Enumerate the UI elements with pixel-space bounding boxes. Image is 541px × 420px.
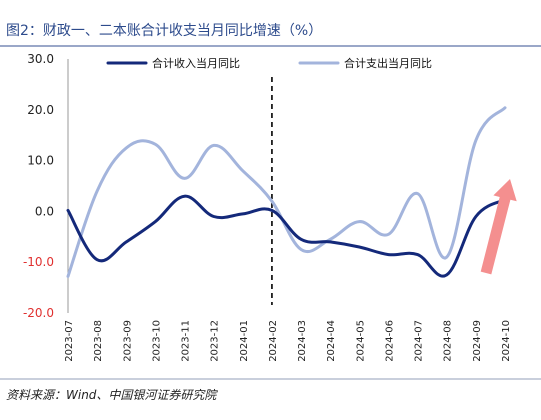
source-note: 资料来源：Wind、中国银河证券研究院 bbox=[6, 388, 217, 402]
x-tick-label: 2024-01 bbox=[239, 320, 250, 362]
expenditure-series-line bbox=[66, 106, 507, 278]
x-tick-label: 2024-06 bbox=[384, 320, 395, 362]
legend-expenditure-label: 合计支出当月同比 bbox=[344, 56, 432, 70]
x-tick-label: 2024-07 bbox=[414, 320, 425, 362]
x-tick-label: 2024-09 bbox=[472, 320, 483, 362]
footer-divider bbox=[0, 378, 541, 380]
x-tick-label: 2023-10 bbox=[151, 320, 162, 362]
x-tick-label: 2024-02 bbox=[268, 320, 279, 362]
x-tick-label: 2023-09 bbox=[122, 320, 133, 362]
chart-title: 图2：财政一、二本账合计收支当月同比增速（%） bbox=[6, 23, 323, 39]
x-tick-label: 2023-11 bbox=[181, 320, 192, 362]
y-tick-label: 10.0 bbox=[27, 154, 54, 168]
legend-revenue-label: 合计收入当月同比 bbox=[152, 56, 240, 70]
y-tick-label: -20.0 bbox=[23, 306, 54, 320]
trend-up-arrow bbox=[480, 179, 517, 275]
y-tick-label: 20.0 bbox=[27, 103, 54, 117]
x-tick-label: 2024-04 bbox=[326, 320, 337, 362]
title-divider bbox=[0, 45, 541, 47]
x-tick-label: 2023-08 bbox=[93, 320, 104, 362]
x-tick-label: 2023-12 bbox=[210, 320, 221, 362]
revenue-series-line bbox=[66, 194, 507, 278]
y-tick-label: 30.0 bbox=[27, 52, 54, 66]
y-tick-label: -10.0 bbox=[23, 255, 54, 269]
x-tick-label: 2024-08 bbox=[443, 320, 454, 362]
x-tick-label: 2024-10 bbox=[501, 320, 512, 362]
line-chart: 30.0 20.0 10.0 0.0 -10.0 -20.0 2023-07 2023-08 2… bbox=[23, 52, 517, 362]
x-tick-label: 2024-05 bbox=[355, 320, 366, 362]
x-tick-label: 2024-03 bbox=[297, 320, 308, 362]
x-tick-label: 2023-07 bbox=[64, 320, 75, 362]
y-tick-label: 0.0 bbox=[35, 204, 54, 218]
